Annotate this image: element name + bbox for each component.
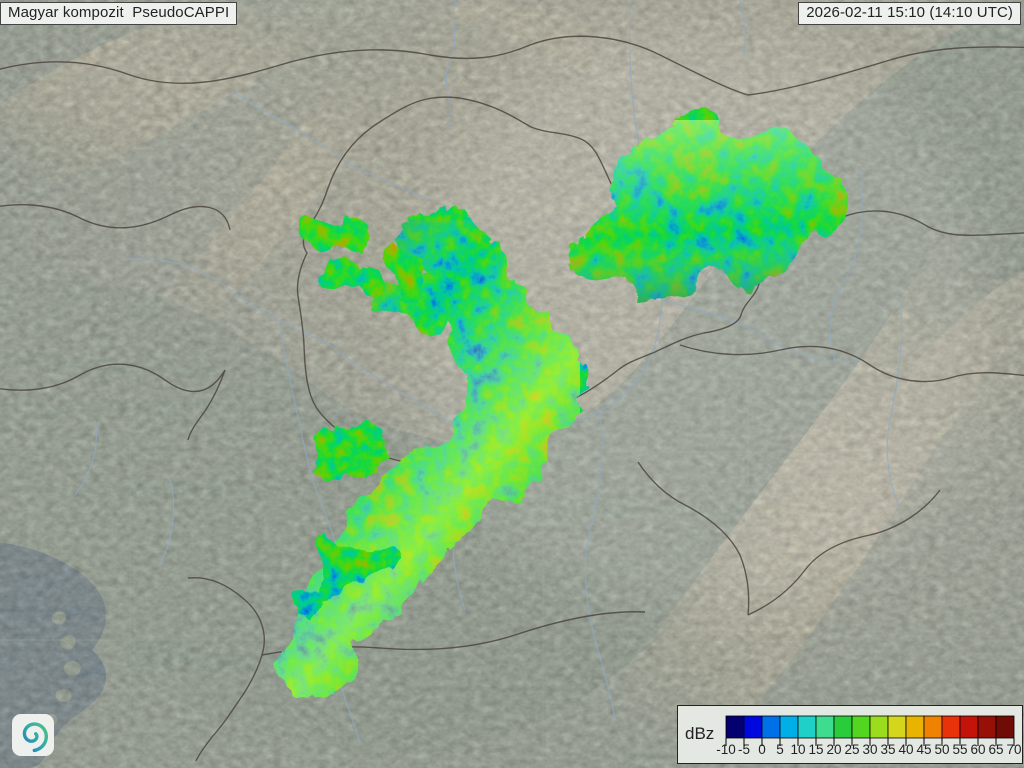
svg-text:dBz: dBz (685, 724, 714, 743)
